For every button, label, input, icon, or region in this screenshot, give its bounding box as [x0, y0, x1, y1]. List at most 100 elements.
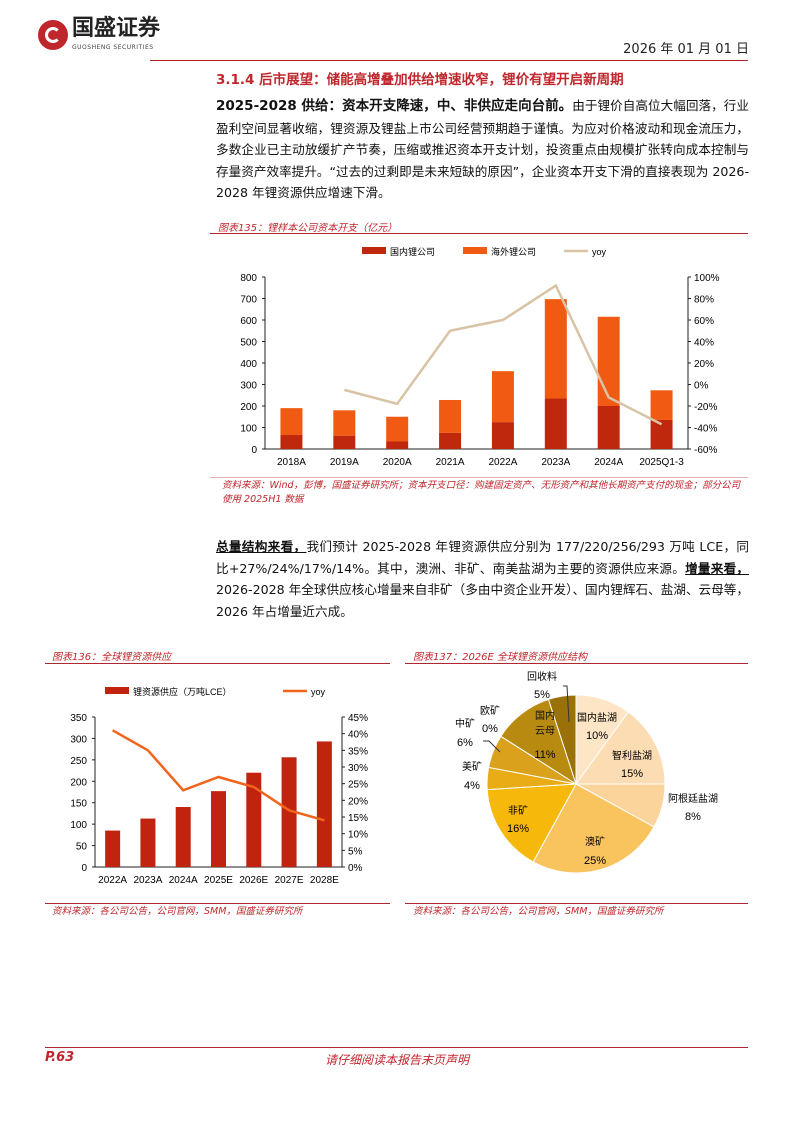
y2-tick-label: 30% — [348, 763, 368, 774]
figure-136-source-divider — [45, 903, 390, 904]
figure-136-caption: 图表136：全球锂资源供应 — [52, 652, 172, 663]
figure-136-source: 资料来源：各公司公告，公司官网，SMM，国盛证券研究所 — [52, 906, 303, 917]
x-tick-label: 2021A — [436, 457, 465, 468]
bar — [316, 741, 332, 867]
y-tick-label: 150 — [70, 799, 87, 810]
header-divider — [150, 60, 748, 61]
y2-tick-label: 35% — [348, 746, 368, 757]
y-tick-label: 200 — [240, 402, 257, 413]
bar — [650, 419, 673, 449]
pie-label: 美矿 — [462, 760, 482, 773]
paragraph-lead: 2025-2028 供给：资本开支降速，中、非供应走向台前。 — [216, 98, 573, 114]
pie-slice — [532, 783, 655, 874]
pie-value: 15% — [621, 768, 643, 780]
figure-137-chart: 国内盐湖 10% 智利盐湖 15% 阿根廷盐湖 8% 澳矿 25% 非矿 16% 美矿 4% 中矿 6% 欧… — [455, 670, 718, 874]
legend-swatch — [362, 247, 386, 254]
y-tick-label: 500 — [240, 338, 257, 349]
y2-tick-label: 20% — [348, 796, 368, 807]
figure-137-source-divider — [405, 903, 748, 904]
x-tick-label: 2023A — [133, 875, 162, 886]
bar — [650, 390, 673, 420]
y2-tick-label: 5% — [348, 846, 363, 857]
bar — [333, 435, 356, 449]
leader-line — [483, 740, 501, 753]
x-tick-label: 2020A — [383, 457, 412, 468]
pie-label: 阿根廷盐湖 — [668, 792, 718, 805]
legend-swatch — [105, 687, 129, 694]
figure-135-chart: 0 100 200 300 400 500 600 700 800 -60% -40% -20% 0% 2… — [240, 246, 720, 468]
y-tick-label: 700 — [240, 295, 257, 306]
paragraph-body: 我们预计 2025-2028 年锂资源供应分别为 177/220/256/293… — [216, 539, 749, 576]
legend-swatch — [463, 247, 487, 254]
y2-tick-label: 100% — [694, 273, 720, 284]
y-tick-label: 800 — [240, 273, 257, 284]
x-tick-label: 2024A — [594, 457, 623, 468]
bar — [386, 441, 409, 449]
x-tick-label: 2025E — [204, 875, 233, 886]
legend-label: yoy — [311, 687, 326, 697]
legend-label: 锂资源供应（万吨LCE） — [133, 686, 232, 697]
bar — [105, 830, 121, 867]
y-tick-label: 0 — [81, 863, 87, 874]
y-tick-label: 0 — [251, 445, 257, 456]
figure-136-chart: 0 50 100 150 200 250 300 350 0% 5% 10% 15% 20% 25% 30%… — [70, 686, 368, 886]
y-tick-label: 300 — [70, 734, 87, 745]
bar — [140, 818, 156, 867]
pie-value: 10% — [586, 730, 608, 742]
pie-label: 中矿 — [455, 717, 475, 730]
logo-subtext: GUOSHENG SECURITIES — [72, 44, 154, 51]
paragraph-body: 2026-2028 年全球供应核心增量来自非矿（多由中资企业开发）、国内锂辉石、… — [216, 582, 749, 619]
pie-label: 非矿 — [508, 804, 528, 817]
figure-137-source: 资料来源：各公司公告，公司官网，SMM，国盛证券研究所 — [413, 906, 664, 917]
y2-tick-label: 0% — [348, 863, 363, 874]
y2-tick-label: 25% — [348, 780, 368, 791]
bar — [280, 435, 303, 449]
bar — [281, 757, 297, 867]
pie-value: 6% — [457, 737, 473, 749]
pie-label: 智利盐湖 — [612, 749, 652, 762]
x-tick-label: 2025Q1-3 — [639, 457, 684, 468]
paragraph-body: 由于锂价自高位大幅回落，行业盈利空间显著收缩，锂资源及锂盐上市公司经营预期趋于谨… — [216, 98, 750, 200]
bar — [544, 398, 567, 449]
bar — [597, 406, 620, 449]
x-tick-label: 2022A — [98, 875, 127, 886]
figure-136-divider — [45, 663, 390, 664]
x-tick-label: 2028E — [310, 875, 339, 886]
y-tick-label: 50 — [76, 842, 88, 853]
legend-label: yoy — [592, 247, 607, 257]
bar — [211, 791, 226, 867]
y2-tick-label: 20% — [694, 359, 714, 370]
footer-divider — [45, 1047, 748, 1048]
page-number: P.63 — [45, 1050, 75, 1065]
pie-value: 25% — [584, 855, 606, 867]
figure-135-divider — [210, 233, 748, 234]
pie-value: 0% — [482, 723, 498, 735]
leader-line — [563, 685, 570, 723]
pie-label: 回收料 — [527, 670, 557, 683]
pie-value: 11% — [534, 749, 555, 761]
y-tick-label: 400 — [240, 359, 257, 370]
y-tick-label: 300 — [240, 381, 257, 392]
y2-tick-label: -20% — [694, 402, 717, 413]
bar — [491, 371, 514, 423]
y2-tick-label: -40% — [694, 424, 717, 435]
bar — [597, 316, 620, 406]
y2-tick-label: 45% — [348, 713, 368, 724]
y2-tick-label: 15% — [348, 813, 368, 824]
footer-disclaimer: 请仔细阅读本报告末页声明 — [324, 1053, 469, 1067]
y2-tick-label: 60% — [694, 316, 714, 327]
figure-135-source: 资料来源：Wind，彭博，国盛证券研究所；资本开支口径：购建固定资产、无形资产和… — [222, 480, 741, 505]
legend-label: 海外锂公司 — [491, 246, 536, 257]
y2-tick-label: -60% — [694, 445, 717, 456]
x-tick-label: 2027E — [275, 875, 304, 886]
y-tick-label: 350 — [70, 713, 87, 724]
y-tick-label: 100 — [240, 424, 257, 435]
paragraph-lead: 增量来看， — [685, 560, 750, 576]
pie-label: 欧矿 — [480, 704, 500, 717]
x-tick-label: 2023A — [541, 457, 570, 468]
pie-slice — [575, 711, 666, 785]
y2-tick-label: 40% — [694, 338, 714, 349]
bar — [544, 299, 567, 399]
pie-value: 5% — [534, 689, 550, 701]
